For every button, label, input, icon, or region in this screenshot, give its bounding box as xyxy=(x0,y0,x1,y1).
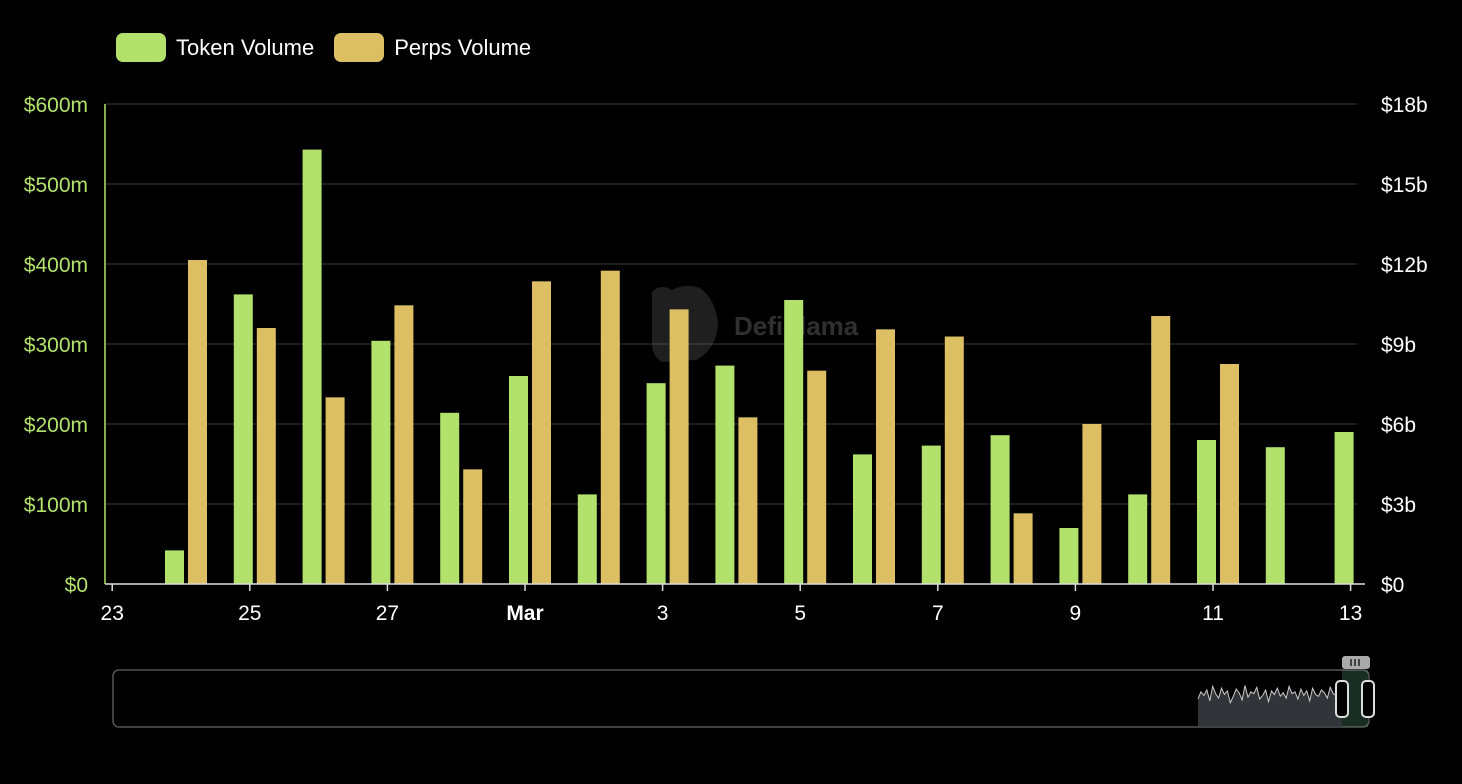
bar-token-volume[interactable] xyxy=(165,550,184,584)
bar-token-volume[interactable] xyxy=(440,412,460,584)
y-left-tick-label: $500m xyxy=(24,174,88,197)
bar-perps-volume[interactable] xyxy=(325,397,345,584)
bar-token-volume[interactable] xyxy=(1265,447,1285,584)
bar-token-volume[interactable] xyxy=(646,383,666,584)
y-right-tick-label: $0 xyxy=(1381,574,1404,597)
bar-token-volume[interactable] xyxy=(1334,432,1354,584)
bar-perps-volume[interactable] xyxy=(669,309,689,584)
bar-token-volume[interactable] xyxy=(1128,494,1148,584)
bar-token-volume[interactable] xyxy=(1197,440,1216,584)
bar-perps-volume[interactable] xyxy=(600,270,620,584)
x-tick-label: 11 xyxy=(1202,602,1224,625)
legend-label-perps-volume: Perps Volume xyxy=(394,34,532,60)
x-tick-label: Mar xyxy=(506,602,543,625)
bar-perps-volume[interactable] xyxy=(1082,424,1102,584)
y-axis-right-labels: $0 $3b $6b $9b $12b $15b $18b xyxy=(1381,94,1428,597)
x-tick-label: 25 xyxy=(238,602,261,625)
y-right-tick-label: $6b xyxy=(1381,414,1416,437)
bar-perps-volume[interactable] xyxy=(738,417,758,584)
zoom-drag-grip[interactable] xyxy=(1342,656,1370,669)
axes xyxy=(104,104,1365,591)
zoom-handle-left[interactable] xyxy=(1335,680,1349,718)
y-left-tick-label: $0 xyxy=(65,574,88,597)
legend-swatch-token-volume xyxy=(116,33,166,62)
y-axis-left-labels: $0 $100m $200m $300m $400m $500m $600m xyxy=(24,94,88,597)
bar-token-volume[interactable] xyxy=(1059,528,1079,584)
bar-token-volume[interactable] xyxy=(921,445,941,584)
bar-token-volume[interactable] xyxy=(990,435,1010,584)
y-right-tick-label: $15b xyxy=(1381,174,1428,197)
bar-token-volume[interactable] xyxy=(371,340,391,584)
sparkline-line xyxy=(1197,684,1343,705)
y-left-tick-label: $400m xyxy=(24,254,88,277)
legend-item-token-volume[interactable]: Token Volume xyxy=(116,33,314,62)
bar-perps-volume[interactable] xyxy=(1013,513,1033,584)
y-left-tick-label: $600m xyxy=(24,94,88,117)
bar-perps-volume[interactable] xyxy=(944,336,964,584)
bar-perps-volume[interactable] xyxy=(807,370,827,584)
zoom-slider-track[interactable] xyxy=(112,669,1370,728)
x-tick-label: 3 xyxy=(657,602,669,625)
y-left-tick-label: $100m xyxy=(24,494,88,517)
legend-item-perps-volume[interactable]: Perps Volume xyxy=(334,33,531,62)
y-right-tick-label: $12b xyxy=(1381,254,1428,277)
zoom-handle-right[interactable] xyxy=(1361,680,1375,718)
bar-perps-volume[interactable] xyxy=(188,260,207,584)
x-tick-label: 27 xyxy=(376,602,399,625)
bar-perps-volume[interactable] xyxy=(876,329,895,584)
y-right-tick-label: $18b xyxy=(1381,94,1428,117)
y-left-tick-label: $300m xyxy=(24,334,88,357)
zoom-slider[interactable] xyxy=(112,656,1375,728)
x-tick-label: 23 xyxy=(101,602,124,625)
zoom-sparkline xyxy=(1197,684,1343,726)
bar-token-volume[interactable] xyxy=(302,149,322,584)
bar-perps-volume[interactable] xyxy=(256,328,276,584)
bar-perps-volume[interactable] xyxy=(1151,316,1171,584)
bar-token-volume[interactable] xyxy=(784,300,804,584)
x-tick-label: 13 xyxy=(1339,602,1362,625)
x-tick-label: 5 xyxy=(794,602,806,625)
legend-swatch-perps-volume xyxy=(334,33,385,62)
bar-token-volume[interactable] xyxy=(577,494,597,584)
bar-token-volume[interactable] xyxy=(233,294,253,584)
legend-label-token-volume: Token Volume xyxy=(176,34,315,60)
chart-legend: Token Volume Perps Volume xyxy=(116,33,531,62)
bars xyxy=(165,149,1354,584)
y-right-tick-label: $9b xyxy=(1381,334,1416,357)
x-tick-label: 7 xyxy=(932,602,944,625)
bar-token-volume[interactable] xyxy=(509,376,528,584)
x-tick-label: 9 xyxy=(1070,602,1082,625)
bar-token-volume[interactable] xyxy=(853,454,872,584)
bar-perps-volume[interactable] xyxy=(394,305,414,584)
bar-perps-volume[interactable] xyxy=(532,281,551,584)
x-axis-labels: 23 25 27 Mar 3 5 7 9 11 13 xyxy=(101,602,1363,625)
bar-perps-volume[interactable] xyxy=(1220,364,1239,584)
y-right-tick-label: $3b xyxy=(1381,494,1416,517)
bar-perps-volume[interactable] xyxy=(463,469,483,584)
grip-lines-icon xyxy=(1350,659,1360,666)
y-left-tick-label: $200m xyxy=(24,414,88,437)
bar-token-volume[interactable] xyxy=(715,365,735,584)
